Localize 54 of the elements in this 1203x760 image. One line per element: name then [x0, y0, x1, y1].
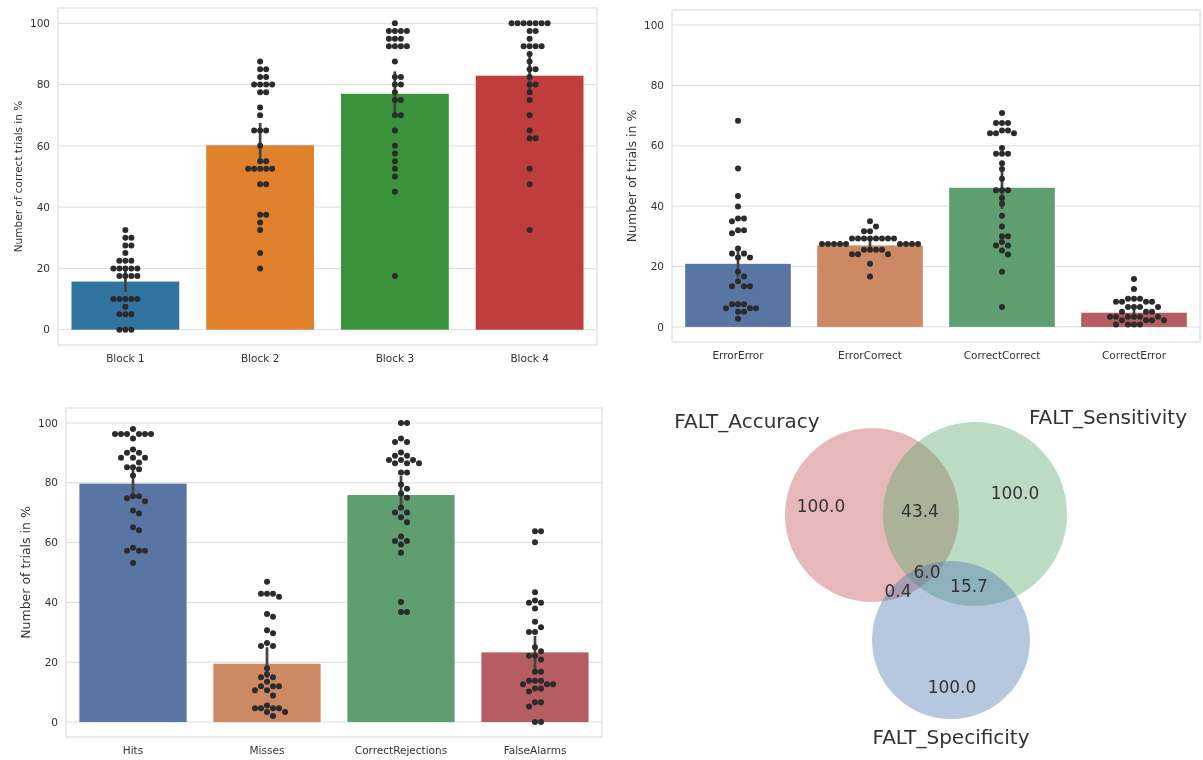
y-axis-title: Number of trials in % [624, 109, 639, 243]
x-tick-label: ErrorCorrect [838, 349, 902, 361]
y-tick-label: 0 [657, 320, 664, 333]
x-tick-label: Block 2 [240, 352, 280, 364]
y-tick-label: 80 [650, 79, 664, 92]
x-tick-label: CorrectCorrect [963, 349, 1041, 361]
text: 6.0 [913, 562, 941, 582]
x-tick-label: ErrorError [712, 349, 765, 361]
bar [481, 652, 589, 723]
text: 0.4 [884, 581, 912, 601]
bar [206, 145, 315, 330]
bar [347, 495, 455, 723]
bar [475, 75, 584, 330]
x-tick-label: Block 1 [106, 352, 145, 364]
x-tick-label: Block 4 [510, 352, 550, 364]
bar [71, 281, 180, 330]
bar [79, 483, 187, 723]
text: 43.4 [901, 501, 939, 521]
y-tick-label: 80 [36, 78, 50, 91]
y-axis-title: Number of correct trials in % [12, 100, 24, 253]
y-tick-label: 20 [44, 655, 58, 668]
x-tick-label: Misses [249, 744, 285, 756]
y-tick-label: 100 [29, 16, 50, 29]
y-axis-title: Number of trials in % [18, 506, 33, 639]
bar [949, 187, 1055, 327]
y-tick-label: 60 [44, 536, 58, 549]
y-tick-label: 40 [44, 596, 58, 609]
y-tick-label: 60 [36, 139, 50, 152]
y-tick-label: 20 [36, 262, 50, 275]
y-tick-label: 20 [650, 260, 664, 273]
data-label: 100.0 [990, 483, 1040, 503]
y-tick-label: 40 [650, 199, 664, 212]
bar [817, 245, 923, 327]
data-label: 100.0 [796, 496, 846, 516]
category-label: FALT_Specificity [872, 725, 1030, 749]
bar [340, 93, 449, 330]
text: 15.7 [950, 576, 988, 596]
y-tick-label: 60 [650, 139, 664, 152]
y-tick-label: 40 [36, 200, 50, 213]
x-tick-label: CorrectRejections [354, 744, 448, 756]
data-label: 100.0 [927, 677, 977, 697]
y-tick-label: 80 [44, 476, 58, 489]
y-tick-label: 100 [643, 18, 664, 31]
bar [213, 663, 321, 723]
x-tick-label: FalseAlarms [503, 744, 567, 756]
x-tick-label: Block 3 [375, 352, 415, 364]
category-label: FALT_Accuracy [674, 409, 820, 433]
y-tick-label: 100 [37, 416, 58, 429]
category-label: FALT_Sensitivity [1028, 405, 1188, 429]
y-tick-label: 0 [51, 715, 58, 728]
y-tick-label: 0 [43, 323, 50, 336]
bar [685, 263, 791, 327]
x-tick-label: CorrectError [1102, 349, 1167, 361]
x-tick-label: Hits [122, 744, 144, 756]
